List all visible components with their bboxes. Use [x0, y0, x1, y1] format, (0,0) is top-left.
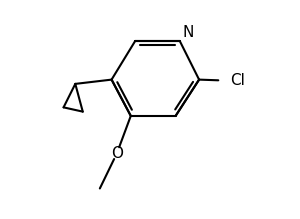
- Text: N: N: [182, 25, 194, 40]
- Text: O: O: [111, 146, 123, 161]
- Text: Cl: Cl: [230, 73, 245, 88]
